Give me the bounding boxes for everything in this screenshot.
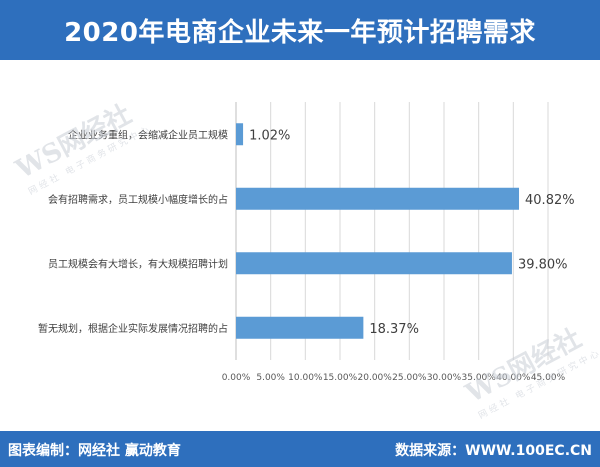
category-label-3: 暂无规划，根据企业实际发展情况招聘的占 [38, 322, 228, 335]
chart-title: 2020年电商企业未来一年预计招聘需求 [64, 17, 536, 48]
category-label-2: 员工规模会有大增长，有大规模招聘计划 [48, 257, 228, 270]
x-tick-label-5: 25.00% [392, 373, 427, 383]
x-tick-label-3: 15.00% [323, 373, 358, 383]
x-tick-label-9: 45.00% [531, 373, 566, 383]
value-label-3: 18.37% [369, 322, 419, 337]
x-tick-label-7: 35.00% [462, 373, 497, 383]
bar-1 [236, 187, 520, 210]
bar-3 [236, 316, 364, 339]
chart-footer: 图表编制：网经社 赢动教育 数据来源：WWW.100EC.CN [0, 431, 600, 467]
value-label-1: 40.82% [525, 193, 575, 208]
bar-0 [236, 123, 244, 146]
footer-editor-credit: 图表编制：网经社 赢动教育 [8, 443, 181, 459]
x-tick-label-8: 40.00% [496, 373, 531, 383]
bar-2 [236, 252, 512, 275]
value-label-0: 1.02% [249, 128, 290, 143]
x-tick-label-6: 30.00% [427, 373, 462, 383]
x-tick-label-2: 10.00% [288, 373, 323, 383]
bar-chart: 0.00% 5.00% 10.00% 15.00% 20.00% 25.00% 30.00%… [38, 102, 575, 383]
x-tick-label-1: 5.00% [256, 373, 285, 383]
category-label-1: 会有招聘需求，员工规模小幅度增长的占 [48, 193, 228, 206]
x-tick-label-4: 20.00% [358, 373, 393, 383]
x-tick-label-0: 0.00% [222, 373, 251, 383]
value-label-2: 39.80% [518, 257, 568, 272]
plot-area: 0.00% 5.00% 10.00% 15.00% 20.00% 25.00% 30.00%… [0, 60, 600, 431]
chart-header: 2020年电商企业未来一年预计招聘需求 [0, 0, 600, 60]
category-label-0: 企业业务重组，会缩减企业员工规模 [68, 128, 228, 141]
footer-data-source: 数据来源：WWW.100EC.CN [395, 443, 592, 459]
